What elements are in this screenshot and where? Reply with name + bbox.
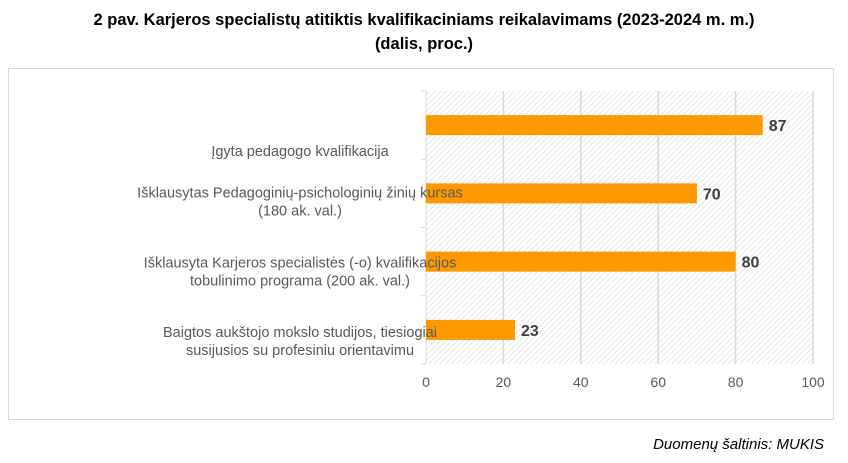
category-label: susijusios su profesiniu orientavimu: [186, 343, 414, 359]
x-tick-label: 40: [573, 374, 589, 390]
title-line-1: 2 pav. Karjeros specialistų atitiktis kv…: [93, 11, 755, 29]
x-tick-label: 20: [496, 374, 512, 390]
category-label: Išklausyta Karjeros specialistės (-o) kv…: [144, 256, 457, 272]
data-label: 23: [521, 323, 539, 340]
bar: [426, 183, 697, 204]
x-tick-label: 60: [650, 374, 666, 390]
bar: [426, 115, 763, 136]
category-label: tobulinimo programa (200 ak. val.): [190, 274, 410, 290]
source-note: Duomenų šaltinis: MUKIS: [653, 436, 824, 453]
plot-area: [426, 91, 813, 364]
bar: [426, 319, 516, 340]
category-label: Išklausytas Pedagoginių-psichologinių ži…: [137, 185, 463, 201]
data-label: 70: [703, 186, 721, 203]
category-label: Įgyta pedagogo kvalifikacija: [211, 144, 389, 160]
data-label: 80: [742, 255, 760, 272]
title-line-2: (dalis, proc.): [374, 35, 474, 53]
data-label: 87: [769, 118, 787, 135]
x-tick-label: 0: [422, 374, 430, 390]
chart-frame: [8, 68, 834, 420]
x-tick-label: 80: [728, 374, 744, 390]
x-tick-label: 100: [801, 374, 825, 390]
category-label: (180 ak. val.): [258, 203, 342, 219]
bar: [426, 251, 736, 272]
category-label: Baigtos aukštojo mokslo studijos, tiesio…: [163, 325, 437, 341]
chart-title: 2 pav. Karjeros specialistų atitiktis kv…: [0, 8, 848, 56]
